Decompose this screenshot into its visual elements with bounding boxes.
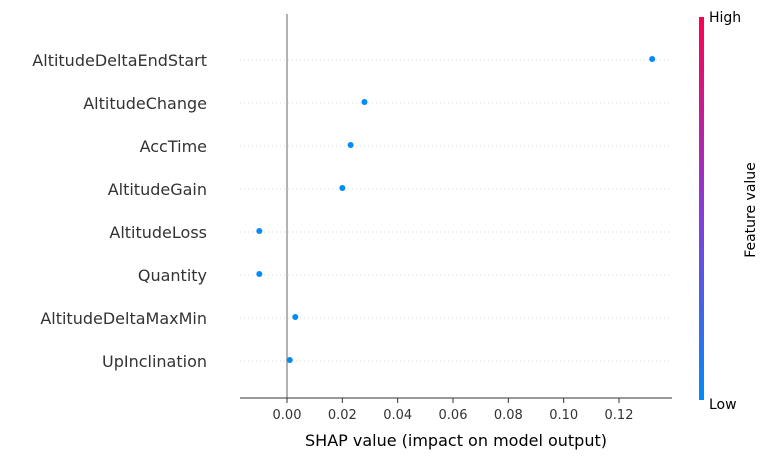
shap-point [256, 228, 263, 234]
feature-label: AltitudeDeltaMaxMin [40, 309, 207, 328]
x-tick-label: 0.00 [273, 408, 302, 423]
x-tick-label: 0.04 [383, 408, 412, 423]
grid-lines [240, 59, 672, 362]
feature-label: AltitudeGain [108, 180, 207, 199]
shap-point [361, 99, 368, 105]
feature-label: AltitudeDeltaEndStart [32, 51, 207, 70]
colorbar-high-label: High [709, 10, 741, 26]
feature-label: UpInclination [102, 352, 207, 371]
x-axis-ticks: 0.00 0.02 0.04 0.06 0.08 0.10 0.12 [273, 398, 634, 423]
feature-label: AltitudeChange [83, 94, 207, 113]
x-tick-label: 0.10 [549, 408, 578, 423]
colorbar-title: Feature value [743, 162, 759, 258]
x-tick-label: 0.12 [605, 408, 634, 423]
feature-label: AltitudeLoss [109, 223, 207, 242]
shap-point [292, 314, 299, 320]
x-tick-label: 0.02 [328, 408, 357, 423]
x-tick-label: 0.08 [494, 408, 523, 423]
shap-point [649, 56, 656, 62]
shap-point [256, 271, 263, 277]
shap-point [347, 142, 354, 148]
shap-points [256, 56, 656, 363]
colorbar-low-label: Low [709, 397, 737, 413]
shap-point [286, 357, 293, 363]
x-tick-label: 0.06 [439, 408, 468, 423]
feature-labels: AltitudeDeltaEndStart AltitudeChange AccTi… [32, 51, 207, 371]
x-axis-title: SHAP value (impact on model output) [305, 431, 607, 450]
feature-label: Quantity [138, 266, 207, 285]
shap-point [339, 185, 346, 191]
feature-label: AccTime [140, 137, 207, 156]
colorbar [699, 17, 704, 400]
